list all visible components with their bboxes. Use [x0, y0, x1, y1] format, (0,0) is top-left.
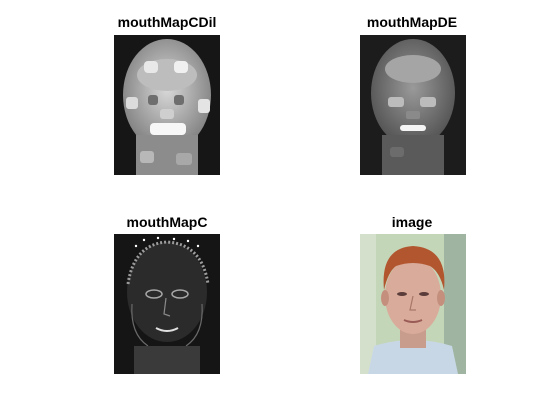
- panel-title-image: image: [391, 214, 433, 230]
- image-mouthMapC: [114, 234, 220, 374]
- panel-title-mouthMapDE: mouthMapDE: [366, 14, 458, 30]
- image-photo: [360, 234, 466, 374]
- image-mouthMapDE: [360, 35, 466, 175]
- panel-title-mouthMapC: mouthMapC: [126, 214, 208, 230]
- image-mouthMapCDil: [114, 35, 220, 175]
- panel-title-mouthMapCDil: mouthMapCDil: [117, 14, 217, 30]
